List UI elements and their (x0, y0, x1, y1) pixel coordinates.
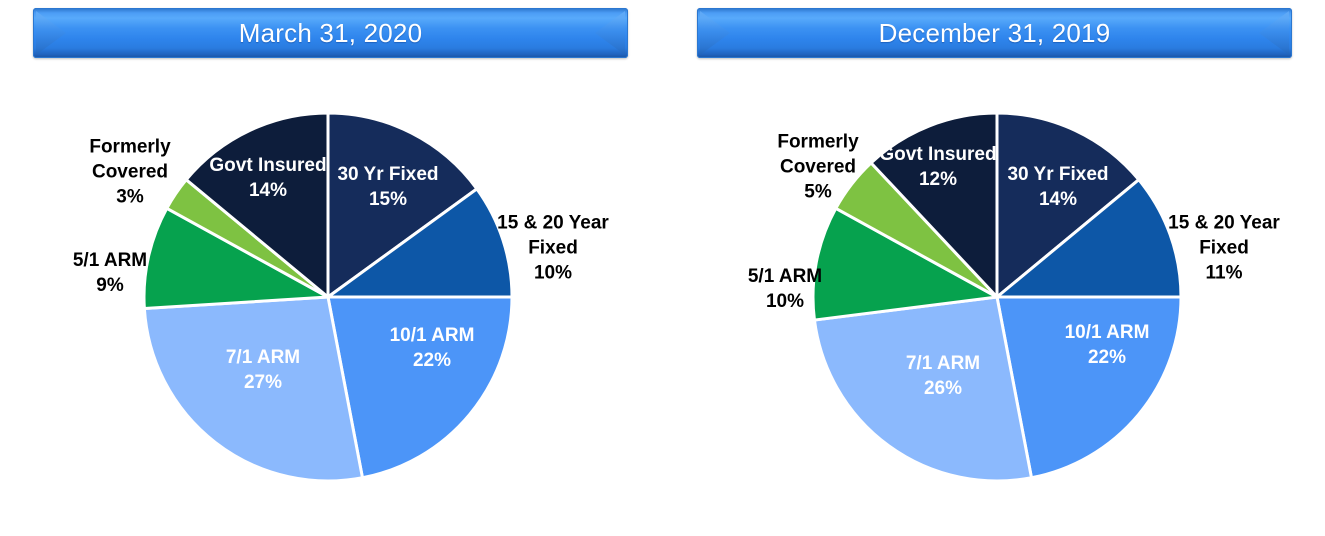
pie-label-december-2019-15-20-year-fixed: 15 & 20 Year Fixed 11% (1168, 213, 1280, 284)
pie-slice-march-2020-5-1-arm (142, 206, 330, 311)
pie-label-march-2020-30-yr-fixed: 30 Yr Fixed 15% (337, 164, 438, 210)
pie-label-march-2020-5-1-arm: 5/1 ARM 9% (73, 250, 147, 296)
pie-slice-december-2019-15-20-year-fixed (995, 178, 1183, 299)
pie-chart-march-2020: 30 Yr Fixed 15% 15 & 20 Year Fixed 10% 10/1 A… (73, 111, 609, 483)
pie-slice-december-2019-5-1-arm (811, 206, 999, 322)
pie-label-december-2019-govt-insured: Govt Insured 12% (879, 144, 996, 190)
chart-title-march-2020: March 31, 2020 (238, 17, 423, 48)
pie-slice-december-2019-10-1-arm (995, 295, 1183, 480)
chart-title-banner-march-2020: March 31, 2020 (33, 8, 628, 58)
pie-slice-march-2020-30-yr-fixed (326, 111, 479, 299)
pie-chart-december-2019: 30 Yr Fixed 14% 15 & 20 Year Fixed 11% 10/1 A… (748, 111, 1280, 483)
pie-slice-march-2020-10-1-arm (326, 295, 514, 480)
pie-label-december-2019-formerly-covered: Formerly Covered 5% (777, 132, 859, 203)
pie-label-march-2020-7-1-arm: 7/1 ARM 27% (226, 347, 300, 393)
pie-label-december-2019-7-1-arm: 7/1 ARM 26% (906, 353, 980, 399)
chart-title-banner-december-2019: December 31, 2019 (697, 8, 1292, 58)
pie-label-december-2019-30-yr-fixed: 30 Yr Fixed 14% (1007, 164, 1108, 210)
pie-slice-december-2019-govt-insured (869, 111, 999, 299)
pie-slice-march-2020-15-20-year-fixed (326, 187, 514, 299)
pie-slice-december-2019-30-yr-fixed (995, 111, 1141, 299)
pie-label-march-2020-15-20-year-fixed: 15 & 20 Year Fixed 10% (497, 213, 609, 284)
pie-slice-march-2020-govt-insured (184, 111, 330, 299)
pie-label-march-2020-govt-insured: Govt Insured 14% (209, 155, 326, 201)
pie-label-march-2020-formerly-covered: Formerly Covered 3% (89, 137, 171, 208)
pie-label-december-2019-5-1-arm: 5/1 ARM 10% (748, 266, 822, 312)
pie-label-december-2019-10-1-arm: 10/1 ARM 22% (1065, 322, 1150, 368)
pie-label-march-2020-10-1-arm: 10/1 ARM 22% (390, 325, 475, 371)
pie-slice-march-2020-7-1-arm (142, 295, 364, 483)
chart-title-december-2019: December 31, 2019 (878, 17, 1111, 48)
pie-slice-december-2019-7-1-arm (812, 295, 1033, 483)
